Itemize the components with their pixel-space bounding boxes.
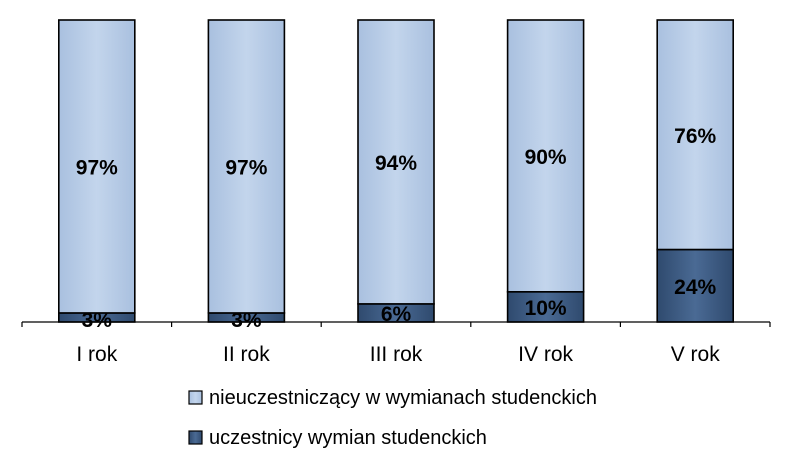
bars-layer [57,19,735,323]
data-label-non-participants-3: 94% [375,152,417,175]
data-label-participants-2: 3% [231,309,262,332]
data-label-participants-1: 3% [82,309,113,332]
bar-segment-non-participants-3 [357,19,435,305]
x-tick-label: II rok [223,343,270,366]
data-labels: 3% 97% 3% 97% 6% 94% 10% 90% 24% 76% [76,125,717,332]
x-tick-label: IV rok [518,343,573,366]
x-tick-label: III rok [370,343,423,366]
data-label-participants-3: 6% [381,303,412,326]
bar-segment-non-participants-2 [207,19,286,314]
x-tick-label: I rok [76,343,117,366]
legend: nieuczestniczący w wymianach studenckich… [188,387,597,449]
bar-segment-non-participants-5 [656,19,735,251]
legend-label: nieuczestniczący w wymianach studenckich [209,387,597,409]
data-label-non-participants-4: 90% [525,146,567,169]
data-label-participants-5: 24% [674,276,716,299]
legend-label: uczestnicy wymian studenckich [209,427,487,449]
bar-segment-participants-5 [656,248,735,323]
data-label-non-participants-2: 97% [225,156,267,179]
bar-segment-non-participants-4 [506,19,585,293]
data-label-non-participants-1: 97% [76,156,118,179]
x-tick-label: V rok [671,343,721,366]
x-axis: I rok II rok III rok IV rok V rok [21,321,771,366]
data-label-non-participants-5: 76% [674,125,716,148]
legend-swatch [188,430,203,445]
data-label-participants-4: 10% [525,297,567,320]
bar-segment-non-participants-1 [57,19,136,314]
legend-swatch [188,390,203,405]
